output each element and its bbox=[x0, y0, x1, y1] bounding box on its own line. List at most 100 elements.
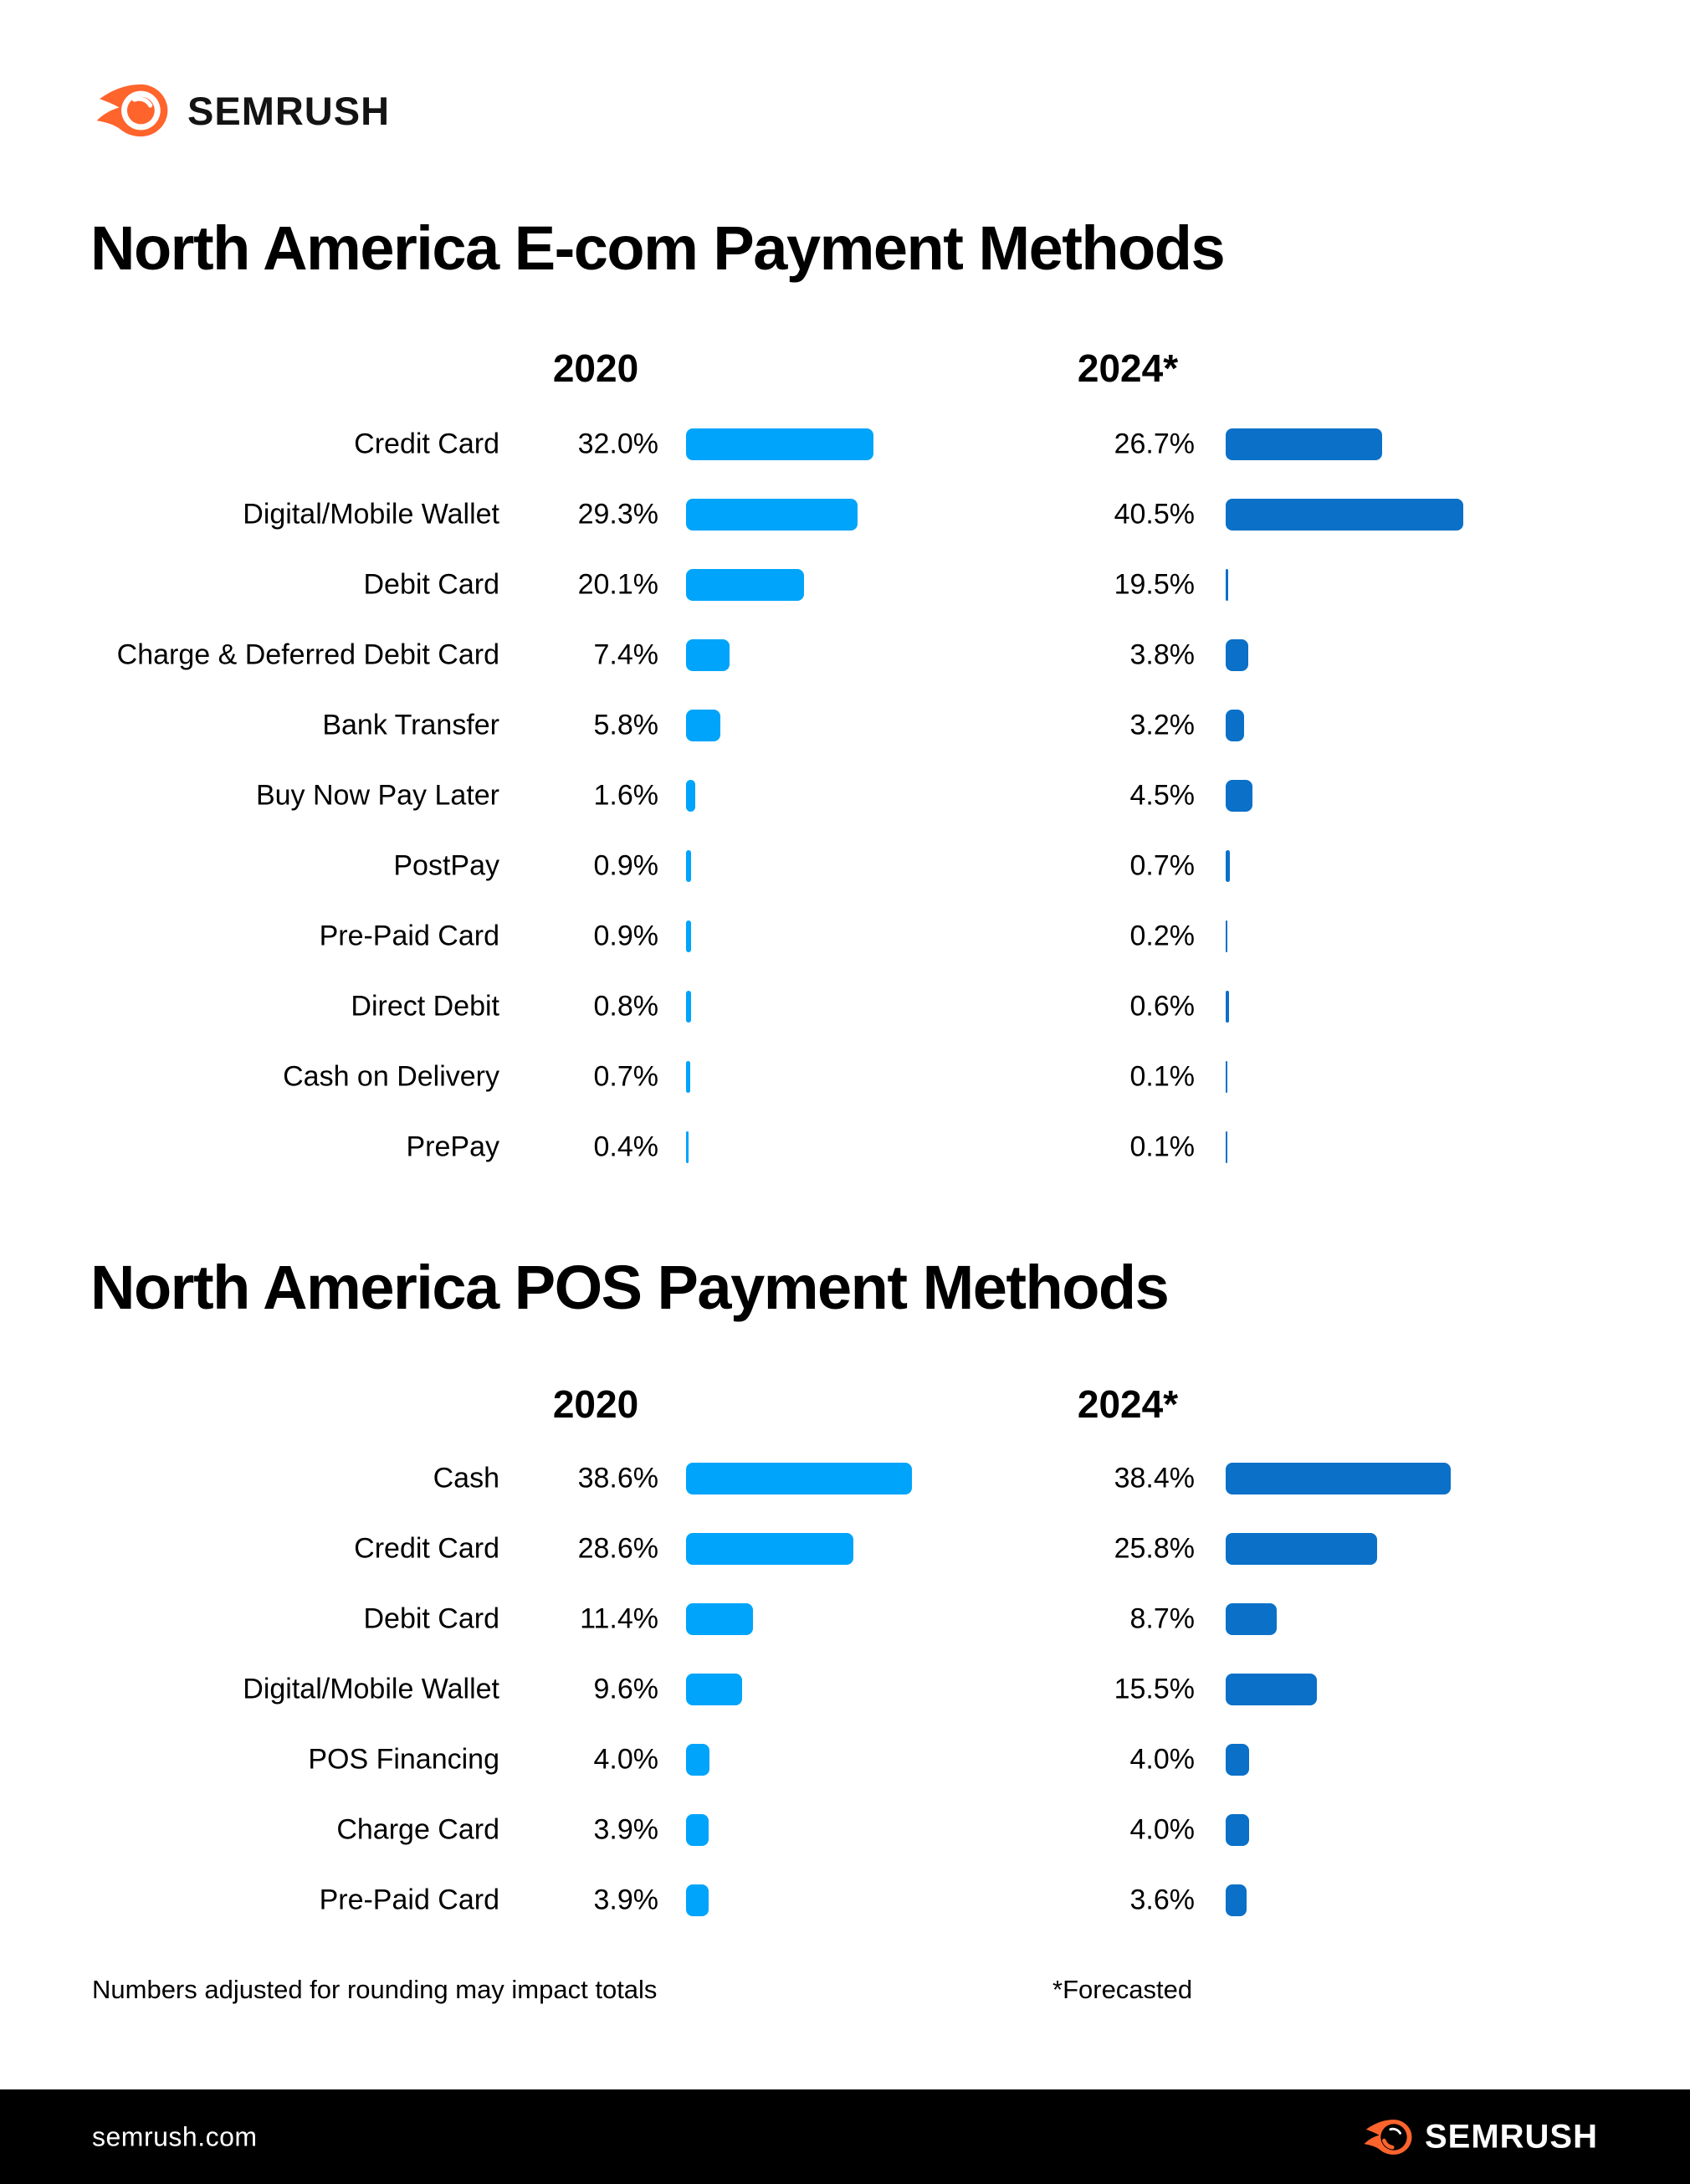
semrush-flame-icon bbox=[96, 84, 168, 137]
table-row: Pre-Paid Card 3.9% 3.6% bbox=[0, 1865, 1690, 1935]
value-2024: 0.7% bbox=[1129, 849, 1196, 882]
value-2024: 0.1% bbox=[1129, 1130, 1196, 1163]
row-label: Cash bbox=[433, 1462, 499, 1494]
value-2024: 19.5% bbox=[1114, 568, 1195, 601]
table-row: Digital/Mobile Wallet 29.3% 40.5% bbox=[0, 479, 1690, 550]
value-2024: 40.5% bbox=[1114, 498, 1195, 531]
bar-2024 bbox=[1226, 569, 1228, 601]
bar-2024 bbox=[1226, 1061, 1227, 1093]
bar-2020 bbox=[686, 1603, 753, 1635]
bar-2020 bbox=[686, 499, 858, 531]
bar-2020 bbox=[686, 1061, 690, 1093]
bar-2024 bbox=[1226, 1814, 1249, 1846]
column-header-2024: 2024* bbox=[1077, 346, 1179, 390]
bar-2024 bbox=[1226, 920, 1227, 952]
value-2020: 0.7% bbox=[593, 1060, 659, 1093]
bar-2024 bbox=[1226, 850, 1230, 882]
ecom-chart-rows: Credit Card 32.0% 26.7% Digital/Mobile W… bbox=[0, 409, 1690, 1182]
value-2020: 3.9% bbox=[593, 1813, 659, 1846]
bar-2020 bbox=[686, 920, 692, 952]
row-label: POS Financing bbox=[308, 1743, 499, 1776]
row-label: Credit Card bbox=[354, 428, 499, 460]
bar-2024 bbox=[1226, 1884, 1247, 1916]
value-2024: 0.2% bbox=[1129, 920, 1196, 952]
value-2020: 7.4% bbox=[593, 638, 659, 671]
value-2024: 3.8% bbox=[1129, 638, 1196, 671]
pos-column-headers: 2020 2024* bbox=[0, 1381, 1690, 1428]
value-2024: 4.0% bbox=[1129, 1743, 1196, 1776]
bar-2020 bbox=[686, 710, 720, 741]
footer-semrush-logo: SEMRUSH bbox=[1361, 2118, 1598, 2156]
row-label: PostPay bbox=[393, 849, 499, 882]
value-2024: 38.4% bbox=[1114, 1462, 1195, 1494]
row-label: Pre-Paid Card bbox=[319, 1884, 499, 1916]
table-row: POS Financing 4.0% 4.0% bbox=[0, 1725, 1690, 1795]
row-label: Direct Debit bbox=[351, 990, 499, 1023]
table-row: Bank Transfer 5.8% 3.2% bbox=[0, 690, 1690, 761]
row-label: Cash on Delivery bbox=[283, 1060, 499, 1093]
row-label: Credit Card bbox=[354, 1532, 499, 1565]
bar-2020 bbox=[686, 1463, 913, 1494]
bar-2024 bbox=[1226, 1533, 1377, 1565]
row-label: Digital/Mobile Wallet bbox=[243, 1673, 499, 1705]
value-2020: 20.1% bbox=[577, 568, 658, 601]
row-label: Debit Card bbox=[363, 1602, 499, 1635]
bar-2024 bbox=[1226, 1463, 1451, 1494]
table-row: Credit Card 32.0% 26.7% bbox=[0, 409, 1690, 479]
table-row: Debit Card 11.4% 8.7% bbox=[0, 1584, 1690, 1654]
bar-2020 bbox=[686, 1744, 709, 1776]
column-header-2024: 2024* bbox=[1077, 1382, 1179, 1426]
table-row: PrePay 0.4% 0.1% bbox=[0, 1112, 1690, 1182]
footer-bar: semrush.com SEMRUSH bbox=[0, 2089, 1690, 2184]
value-2020: 29.3% bbox=[577, 498, 658, 531]
table-row: Cash on Delivery 0.7% 0.1% bbox=[0, 1042, 1690, 1112]
bar-2024 bbox=[1226, 1603, 1277, 1635]
value-2024: 15.5% bbox=[1114, 1673, 1195, 1705]
value-2024: 26.7% bbox=[1114, 428, 1195, 460]
bar-2024 bbox=[1226, 710, 1245, 741]
bar-2020 bbox=[686, 991, 691, 1023]
row-label: Charge & Deferred Debit Card bbox=[116, 638, 499, 671]
page-title-ecom: North America E-com Payment Methods bbox=[90, 213, 1226, 283]
column-header-2020: 2020 bbox=[552, 1382, 639, 1426]
value-2020: 0.9% bbox=[593, 849, 659, 882]
page-title-pos: North America POS Payment Methods bbox=[90, 1253, 1170, 1322]
value-2020: 5.8% bbox=[593, 709, 659, 741]
bar-2020 bbox=[686, 1884, 709, 1916]
row-label: PrePay bbox=[406, 1130, 500, 1163]
value-2020: 0.4% bbox=[593, 1130, 659, 1163]
value-2024: 4.5% bbox=[1129, 779, 1196, 812]
value-2024: 0.1% bbox=[1129, 1060, 1196, 1093]
semrush-logo-text: SEMRUSH bbox=[187, 88, 391, 133]
row-label: Debit Card bbox=[363, 568, 499, 601]
footnote-forecasted: *Forecasted bbox=[1052, 1975, 1193, 2004]
bar-2020 bbox=[686, 1131, 689, 1163]
row-label: Bank Transfer bbox=[322, 709, 499, 741]
row-label: Digital/Mobile Wallet bbox=[243, 498, 499, 531]
value-2020: 0.8% bbox=[593, 990, 659, 1023]
bar-2020 bbox=[686, 1814, 709, 1846]
bar-2024 bbox=[1226, 499, 1463, 531]
value-2020: 1.6% bbox=[593, 779, 659, 812]
row-label: Charge Card bbox=[336, 1813, 499, 1846]
semrush-flame-icon bbox=[1364, 2119, 1412, 2155]
footer-domain: semrush.com bbox=[92, 2121, 258, 2151]
table-row: PostPay 0.9% 0.7% bbox=[0, 831, 1690, 901]
value-2020: 38.6% bbox=[577, 1462, 658, 1494]
value-2024: 4.0% bbox=[1129, 1813, 1196, 1846]
footer-logo-text: SEMRUSH bbox=[1424, 2118, 1598, 2155]
table-row: Credit Card 28.6% 25.8% bbox=[0, 1514, 1690, 1584]
ecom-column-headers: 2020 2024* bbox=[0, 345, 1690, 392]
value-2024: 3.6% bbox=[1129, 1884, 1196, 1916]
table-row: Direct Debit 0.8% 0.6% bbox=[0, 972, 1690, 1042]
bar-2020 bbox=[686, 1533, 854, 1565]
value-2020: 9.6% bbox=[593, 1673, 659, 1705]
bar-2024 bbox=[1226, 1674, 1317, 1705]
value-2020: 3.9% bbox=[593, 1884, 659, 1916]
bar-2024 bbox=[1226, 1744, 1249, 1776]
value-2024: 0.6% bbox=[1129, 990, 1196, 1023]
column-header-2020: 2020 bbox=[552, 346, 639, 390]
pos-chart-rows: Cash 38.6% 38.4% Credit Card 28.6% 25.8%… bbox=[0, 1443, 1690, 1935]
table-row: Pre-Paid Card 0.9% 0.2% bbox=[0, 901, 1690, 972]
